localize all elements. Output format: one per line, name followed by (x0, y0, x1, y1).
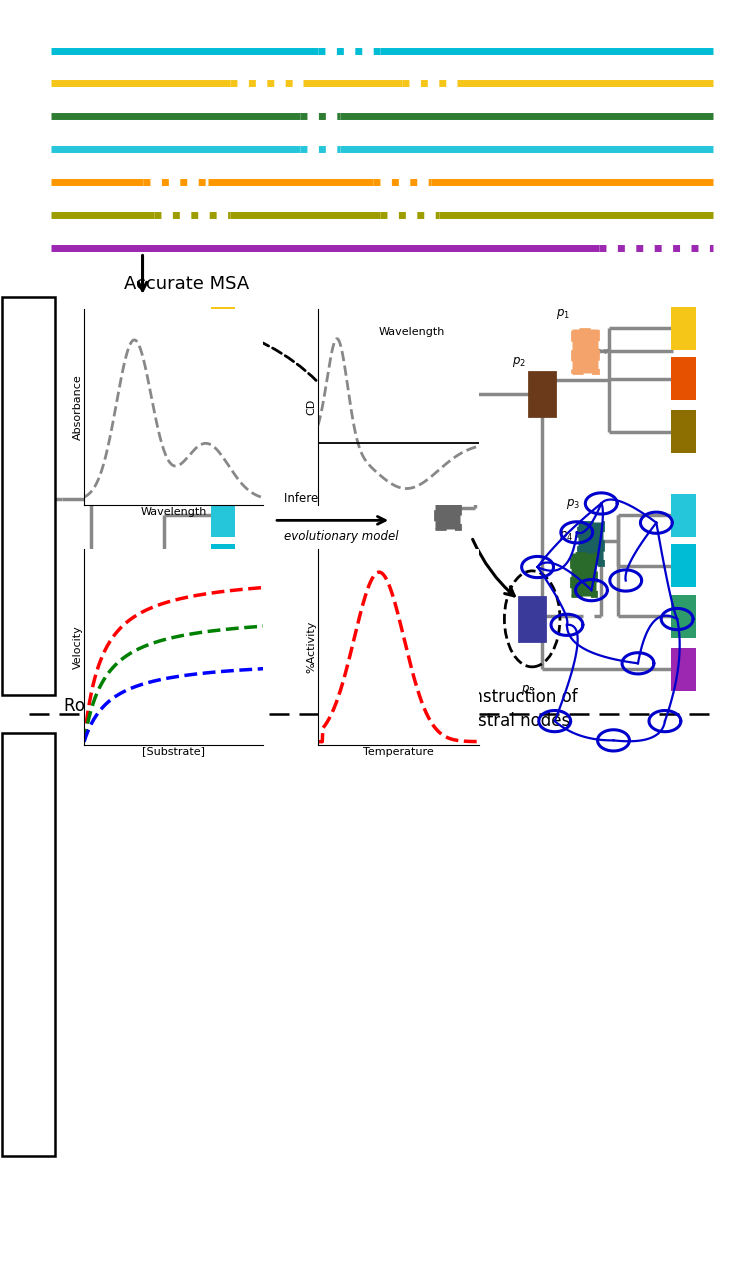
FancyBboxPatch shape (571, 553, 596, 596)
Y-axis label: %Activity: %Activity (306, 621, 317, 673)
Text: $p_2$: $p_2$ (512, 355, 526, 369)
Text: $p_4$: $p_4$ (558, 529, 573, 543)
FancyBboxPatch shape (671, 357, 696, 400)
Text: Robust phylogeny: Robust phylogeny (64, 697, 213, 715)
Text: $p_1$: $p_1$ (556, 307, 570, 321)
FancyBboxPatch shape (671, 494, 696, 537)
FancyBboxPatch shape (529, 371, 556, 417)
FancyBboxPatch shape (2, 733, 55, 1156)
FancyBboxPatch shape (671, 410, 696, 453)
FancyBboxPatch shape (211, 544, 235, 587)
FancyBboxPatch shape (211, 307, 235, 350)
FancyBboxPatch shape (671, 307, 696, 350)
X-axis label: Wavelength: Wavelength (140, 506, 207, 517)
X-axis label: [Substrate]: [Substrate] (142, 746, 205, 757)
Text: Computational: Computational (21, 442, 36, 551)
Text: $p_5$: $p_5$ (521, 682, 535, 696)
FancyBboxPatch shape (519, 596, 545, 642)
Y-axis label: CD: CD (306, 399, 317, 416)
FancyBboxPatch shape (671, 544, 696, 587)
FancyBboxPatch shape (211, 494, 235, 537)
Y-axis label: Absorbance: Absorbance (72, 374, 83, 441)
FancyBboxPatch shape (572, 328, 598, 374)
FancyBboxPatch shape (578, 522, 603, 565)
FancyBboxPatch shape (671, 648, 696, 691)
FancyBboxPatch shape (671, 595, 696, 638)
FancyBboxPatch shape (211, 357, 235, 400)
Text: Experimental: Experimental (21, 895, 36, 994)
FancyBboxPatch shape (2, 297, 55, 695)
Text: $p_6$: $p_6$ (425, 462, 439, 476)
Text: Wavelength: Wavelength (379, 327, 445, 337)
Text: evolutionary model: evolutionary model (284, 530, 398, 543)
Text: Inference method: Inference method (284, 493, 388, 505)
Y-axis label: Velocity: Velocity (72, 625, 83, 669)
FancyBboxPatch shape (211, 595, 235, 638)
Text: Reconstruction of
ancestral nodes: Reconstruction of ancestral nodes (431, 688, 577, 730)
Text: $p_3$: $p_3$ (567, 498, 580, 512)
FancyBboxPatch shape (435, 486, 460, 529)
X-axis label: Temperature: Temperature (363, 746, 433, 757)
FancyBboxPatch shape (211, 648, 235, 691)
FancyBboxPatch shape (211, 410, 235, 453)
Text: Accurate MSA: Accurate MSA (124, 275, 249, 293)
